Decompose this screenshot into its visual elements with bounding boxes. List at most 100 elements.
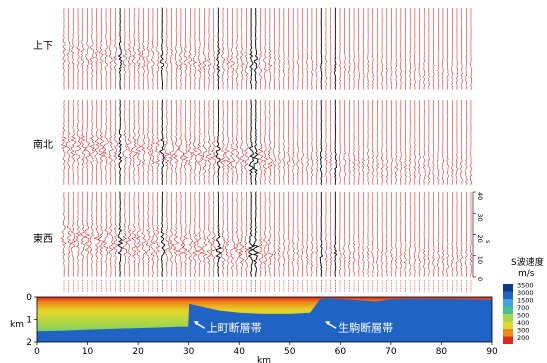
trace-ns-58 xyxy=(334,99,338,185)
trace-ns-76 xyxy=(417,99,421,185)
trace-ns-37 xyxy=(234,99,240,185)
trace-ns-7 xyxy=(94,99,100,185)
trace-ew-15 xyxy=(131,191,138,277)
trace-ns-84 xyxy=(455,99,459,185)
trace-ud-69 xyxy=(385,8,388,90)
trace-ew-11 xyxy=(112,191,119,277)
trace-ns-41 xyxy=(252,99,259,185)
trace-ns-85 xyxy=(460,99,463,185)
trace-ud-27 xyxy=(188,7,192,90)
colorbar-label-1500: 1500 xyxy=(517,297,534,305)
trace-ew-73 xyxy=(403,191,407,277)
velocity-model: 0 10 20 30 40 50 60 70 80 90 0 1 2 km km 上町断層帯 生駒断層帯 xyxy=(10,293,498,363)
trace-ns-47 xyxy=(282,99,286,185)
colorbar-cell-700 xyxy=(503,306,513,314)
vm-xtick-label-10: 10 xyxy=(82,347,94,357)
trace-ud-14 xyxy=(127,7,132,90)
trace-ud-35 xyxy=(226,7,230,90)
vm-y-label: km xyxy=(10,320,24,330)
trace-ns-28 xyxy=(192,99,198,185)
trace-ew-23 xyxy=(168,191,174,277)
colorbar-label-400: 400 xyxy=(517,319,529,327)
trace-ew-64 xyxy=(362,191,365,277)
trace-ns-0 xyxy=(60,99,67,185)
trace-ud-48 xyxy=(287,8,290,90)
trace-ns-4 xyxy=(80,99,87,185)
trace-ns-13 xyxy=(122,99,128,185)
trace-ew-33 xyxy=(215,191,223,277)
trace-ns-43 xyxy=(262,99,269,185)
trace-ud-1 xyxy=(66,7,71,90)
trace-ew-4 xyxy=(80,191,86,277)
trace-ns-50 xyxy=(296,99,300,185)
trace-ud-41 xyxy=(253,7,258,90)
trace-ew-76 xyxy=(418,192,422,277)
trace-ud-6 xyxy=(90,7,95,90)
trace-ud-45 xyxy=(273,7,276,90)
trace-ew-42 xyxy=(257,191,264,277)
trace-ew-0 xyxy=(60,191,67,277)
trace-ew-69 xyxy=(385,191,388,277)
vm-ytick-label-2: 2 xyxy=(26,338,32,348)
trace-ud-71 xyxy=(395,7,397,90)
trace-ud-55 xyxy=(320,8,323,90)
trace-ud-39 xyxy=(244,7,249,90)
trace-ud-34 xyxy=(221,7,226,90)
trace-ud-52 xyxy=(306,8,309,90)
trace-ew-66 xyxy=(371,192,375,277)
trace-ud-79 xyxy=(432,7,435,90)
trace-ew-60 xyxy=(343,191,346,277)
trace-ew-28 xyxy=(192,191,199,277)
vm-xtick-label-30: 30 xyxy=(183,347,195,357)
trace-ud-78 xyxy=(427,7,430,90)
trace-ns-74 xyxy=(408,99,412,185)
trace-ns-16 xyxy=(135,99,142,185)
trace-ns-15 xyxy=(131,99,137,185)
time-tick-label-20: 20 xyxy=(476,235,484,243)
panel-label-ns: 南北 xyxy=(33,138,53,151)
trace-ew-82 xyxy=(446,191,449,277)
trace-ns-22 xyxy=(163,99,171,185)
trace-ns-46 xyxy=(277,99,281,185)
trace-ns-66 xyxy=(371,99,375,185)
vm-x-axis: 0 10 20 30 40 50 60 70 80 90 xyxy=(34,342,498,357)
trace-ns-27 xyxy=(187,99,194,185)
trace-ew-86 xyxy=(465,191,468,277)
trace-ew-36 xyxy=(229,191,236,277)
colorbar-cell-500 xyxy=(503,314,513,322)
trace-ud-62 xyxy=(353,7,355,90)
trace-ns-5 xyxy=(84,99,91,185)
trace-ew-61 xyxy=(348,191,351,277)
trace-ns-44 xyxy=(267,99,273,185)
trace-ns-67 xyxy=(375,99,380,185)
trace-ud-84 xyxy=(456,7,458,90)
trace-ew-5 xyxy=(83,191,91,277)
vm-basement xyxy=(37,298,492,342)
trace-ns-14 xyxy=(126,99,133,185)
annotation-arrowhead-0 xyxy=(193,321,199,326)
trace-ud-66 xyxy=(372,7,374,90)
trace-ew-68 xyxy=(380,191,384,277)
trace-ud-53 xyxy=(310,7,313,90)
trace-ud-9 xyxy=(104,7,108,90)
vm-xtick-label-20: 20 xyxy=(132,347,144,357)
trace-ew-27 xyxy=(187,191,193,277)
trace-ud-58 xyxy=(334,7,337,90)
time-tick-label-0: 0 xyxy=(476,277,484,281)
colorbar-unit: m/s xyxy=(518,269,535,279)
time-axis: 0 10 20 30 40 xyxy=(472,191,484,281)
trace-ns-9 xyxy=(102,100,109,185)
trace-ew-59 xyxy=(338,191,342,277)
trace-ns-68 xyxy=(380,99,384,185)
trace-ns-17 xyxy=(141,100,146,185)
trace-ud-18 xyxy=(146,7,150,90)
trace-ns-19 xyxy=(150,100,155,185)
trace-ns-63 xyxy=(357,100,361,185)
trace-ns-25 xyxy=(178,99,184,185)
trace-ud-72 xyxy=(399,8,402,90)
vm-y-axis: 0 1 2 xyxy=(26,293,37,348)
trace-ud-54 xyxy=(315,7,318,90)
trace-ud-47 xyxy=(282,8,285,90)
trace-ew-85 xyxy=(460,191,463,277)
trace-ew-24 xyxy=(173,191,180,277)
